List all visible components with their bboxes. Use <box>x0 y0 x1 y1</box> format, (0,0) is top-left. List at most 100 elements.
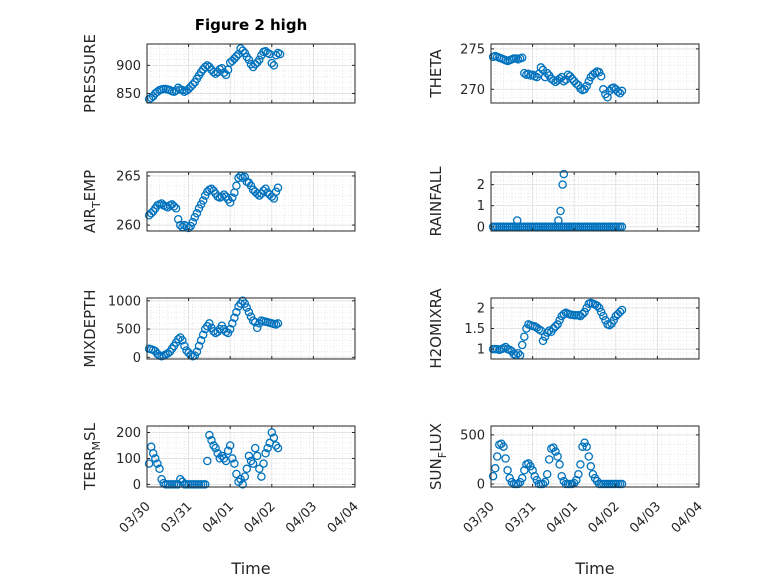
y-tick-label: 2 <box>477 178 485 193</box>
data-point <box>194 341 204 351</box>
x-tick-label: 04/01 <box>200 499 237 536</box>
data-point <box>144 459 154 468</box>
y-tick-label: 500 <box>460 428 485 443</box>
data-point <box>542 328 552 337</box>
data-point <box>173 83 183 93</box>
data-point <box>223 446 233 455</box>
data-point <box>615 307 625 317</box>
data-point <box>240 299 250 308</box>
data-point <box>271 187 281 196</box>
data-point <box>259 459 268 468</box>
data-point <box>517 473 527 483</box>
axes-box <box>146 171 356 232</box>
data-point <box>594 68 604 77</box>
data-point <box>538 479 548 489</box>
data-point <box>146 209 156 218</box>
data-point <box>203 61 212 70</box>
data-point <box>559 309 569 319</box>
data-point <box>205 430 214 440</box>
data-point <box>267 58 277 68</box>
axes-panel-1: 850 900 PRESSURE <box>81 34 356 113</box>
data-point <box>238 46 247 55</box>
series-markers <box>144 428 283 489</box>
data-point <box>228 193 237 202</box>
y-tick-label: 500 <box>116 323 141 338</box>
data-point <box>584 76 594 86</box>
data-point <box>515 477 525 487</box>
axes-box <box>146 425 356 488</box>
data-point <box>553 320 562 329</box>
data-point <box>273 443 283 453</box>
x-tick-label: 03/30 <box>117 499 154 536</box>
data-point <box>580 307 589 317</box>
data-point <box>169 202 179 211</box>
data-point <box>182 221 191 231</box>
chart-title: Figure 2 high <box>195 16 308 34</box>
y-tick-label: 0 <box>133 478 141 493</box>
data-point <box>240 472 250 481</box>
data-point <box>230 313 239 323</box>
axes-panel-3: 260 265 AIRTEMP <box>81 169 356 234</box>
data-point <box>269 61 279 70</box>
data-point <box>236 474 245 484</box>
data-point <box>230 459 239 468</box>
data-point <box>232 52 241 61</box>
data-point <box>259 186 268 195</box>
y-tick-label: 265 <box>116 169 141 184</box>
data-point <box>211 69 220 79</box>
data-point <box>553 452 562 461</box>
data-point <box>584 452 594 461</box>
minor-grid <box>491 44 699 103</box>
y-tick-label: 900 <box>116 59 141 74</box>
data-point <box>176 474 185 484</box>
y-axis-label: H2OMIXRA <box>427 288 445 369</box>
data-point <box>555 460 564 469</box>
data-point <box>554 216 563 225</box>
y-axis-label: RAINFALL <box>427 166 445 237</box>
y-tick-label: 0 <box>133 351 141 366</box>
data-point <box>512 216 522 225</box>
data-point <box>596 307 606 317</box>
data-point <box>223 65 233 75</box>
data-point <box>207 436 216 445</box>
data-point <box>565 72 575 81</box>
data-point <box>232 181 241 191</box>
data-point <box>184 223 193 233</box>
data-point <box>586 462 596 471</box>
series-markers <box>144 171 283 233</box>
y-tick-label: 0 <box>477 220 485 235</box>
data-point <box>536 63 546 72</box>
series-markers <box>488 51 627 102</box>
data-point <box>188 217 198 227</box>
data-point <box>248 459 258 468</box>
data-point <box>542 68 552 78</box>
data-point <box>609 316 618 325</box>
data-point <box>232 469 241 479</box>
data-point <box>594 303 604 313</box>
data-point <box>182 346 191 355</box>
data-point <box>242 303 252 312</box>
data-point <box>236 44 245 53</box>
data-point <box>559 169 569 179</box>
data-point <box>617 86 627 96</box>
data-point <box>572 79 581 88</box>
data-point <box>538 336 548 346</box>
data-point <box>163 349 173 358</box>
data-point <box>265 49 274 59</box>
y-tick-label: 0 <box>477 478 485 493</box>
data-point <box>234 477 243 487</box>
data-point <box>555 316 564 325</box>
y-tick-label: 1.5 <box>464 322 485 337</box>
axes-box <box>146 43 356 104</box>
y-tick-label: 275 <box>460 42 485 57</box>
data-point <box>615 89 625 98</box>
data-point <box>549 443 558 452</box>
axes-box <box>490 43 700 104</box>
axes-panel-7: 0 100 200 TERRMSL 03/30 03/31 04/01 04/02 04/03 0… <box>81 422 362 578</box>
data-point <box>213 449 222 458</box>
data-point <box>273 183 283 192</box>
data-point <box>605 320 614 330</box>
y-axis-label: PRESSURE <box>81 34 99 113</box>
axes-panel-8: 0 500 SUNFLUX 03/30 03/31 04/01 04/02 04/03 04/0… <box>427 423 706 578</box>
y-tick-label: 1 <box>477 199 485 214</box>
